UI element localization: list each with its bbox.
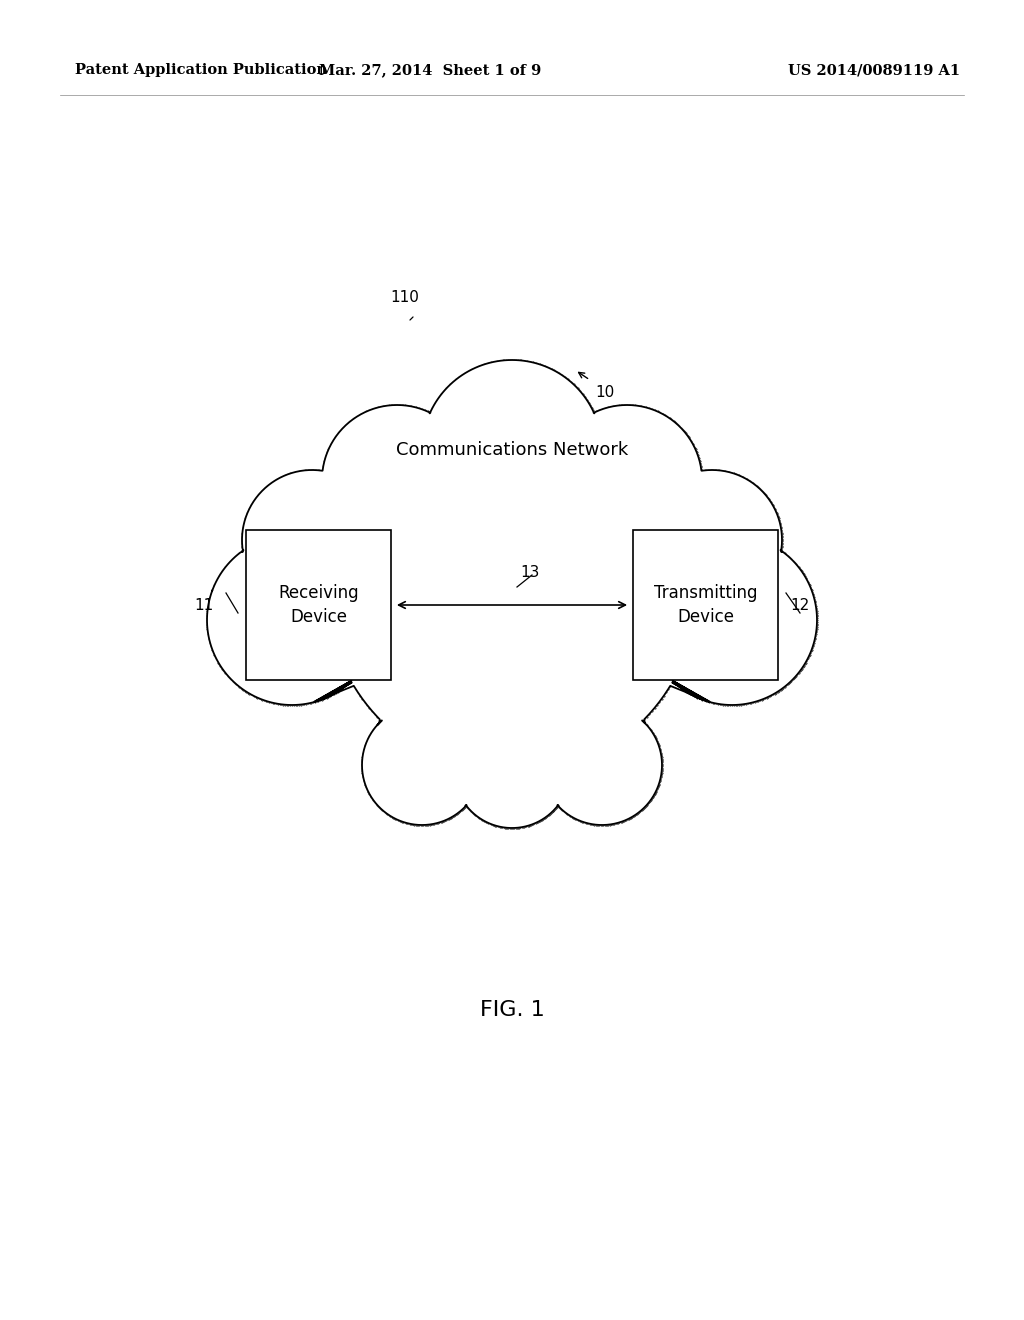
Text: FIG. 1: FIG. 1 [479,1001,545,1020]
Text: 10: 10 [595,385,614,400]
Bar [246,531,391,680]
Text: 12: 12 [790,598,809,612]
Text: Communications Network: Communications Network [396,441,628,459]
Text: US 2014/0089119 A1: US 2014/0089119 A1 [787,63,961,77]
Text: Patent Application Publication: Patent Application Publication [75,63,327,77]
Text: Mar. 27, 2014  Sheet 1 of 9: Mar. 27, 2014 Sheet 1 of 9 [318,63,541,77]
Bar [633,531,778,680]
Text: Transmitting
Device: Transmitting Device [653,583,758,627]
Text: Receiving
Device: Receiving Device [279,583,358,627]
Text: 13: 13 [520,565,540,579]
Polygon shape [207,360,817,828]
Text: 11: 11 [194,598,213,612]
Text: 110: 110 [390,290,419,305]
